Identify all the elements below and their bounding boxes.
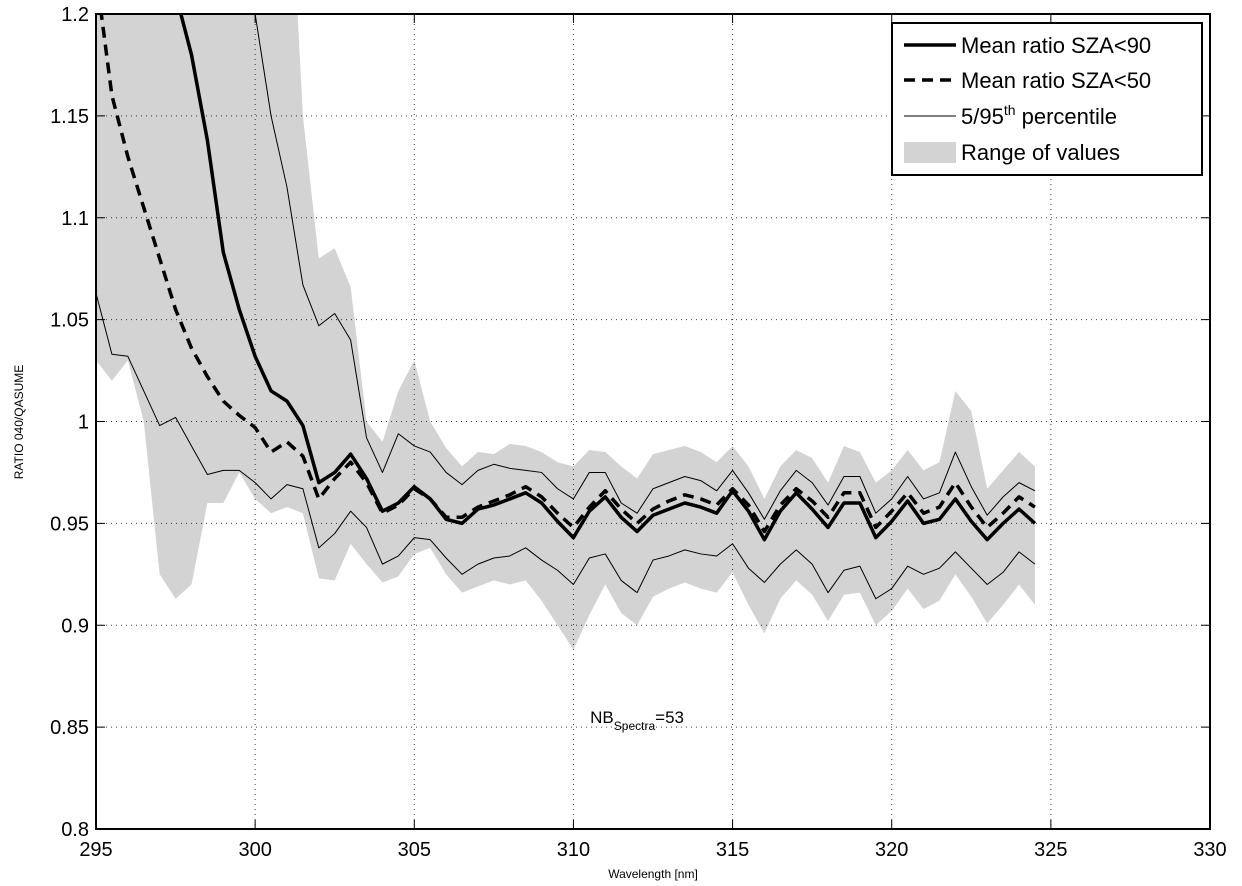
x-tick-label: 325 [1034,839,1067,861]
series-line-mean-ratio-sza-50 [99,14,1036,534]
legend-label-mean90: Mean ratio SZA<90 [961,33,1151,58]
annotation-suffix: =53 [655,708,684,727]
x-axis-label: Wavelength [nm] [608,867,698,881]
x-tick-label: 310 [557,839,590,861]
x-tick-label: 300 [238,839,271,861]
annotation-prefix: NB [590,708,614,727]
legend-label-mean50: Mean ratio SZA<50 [961,68,1151,93]
annotation-subscript: Spectra [614,719,656,733]
legend-label-range: Range of values [961,140,1120,165]
y-tick-label: 1.2 [61,4,89,26]
x-tick-label: 295 [79,839,112,861]
y-tick-label: 1.15 [50,106,89,128]
spectra-count-annotation: NBSpectra=53 [590,708,684,733]
y-tick-label: 1 [78,412,89,434]
x-tick-label: 315 [716,839,749,861]
y-tick-label: 0.9 [61,615,89,637]
legend: Mean ratio SZA<90 Mean ratio SZA<50 5/95… [891,22,1203,176]
y-tick-label: 0.95 [50,513,89,535]
series-line-5th-percentile [96,293,1036,600]
legend-swatch-range [904,142,956,163]
series-line-mean-ratio-sza-90 [179,14,1037,542]
x-tick-label: 305 [398,839,431,861]
y-tick-label: 0.85 [50,717,89,739]
x-tick-label: 320 [875,839,908,861]
legend-percentile-prefix: 5/95 [961,104,1004,129]
y-tick-label: 0.8 [61,819,89,841]
series-line-95th-percentile [254,14,1036,520]
legend-percentile-superscript: th [1004,102,1016,118]
x-tick-label: 330 [1193,839,1226,861]
legend-percentile-suffix: percentile [1016,104,1118,129]
y-tick-label: 1.05 [50,310,89,332]
y-tick-label: 1.1 [61,208,89,230]
legend-label-percentile: 5/95th percentile [961,102,1117,129]
y-axis-label: RATIO 040/QASUME [12,365,26,479]
